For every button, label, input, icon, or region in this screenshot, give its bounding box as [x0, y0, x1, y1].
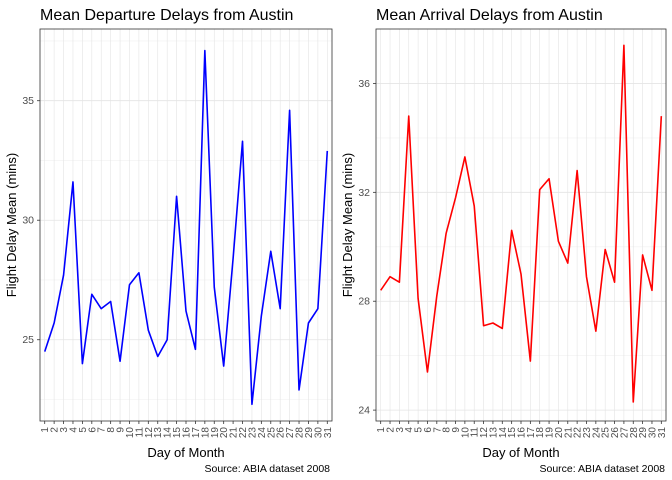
x-axis-label: Day of Month: [147, 445, 224, 460]
x-tick-label: 3: [59, 427, 70, 433]
arrival-chart: Mean Arrival Delays from Austin 24283236…: [340, 7, 668, 475]
x-tick-label: 6: [423, 427, 434, 433]
x-tick-label: 6: [87, 427, 98, 433]
x-tick-label: 5: [414, 427, 425, 433]
x-tick-label: 10: [460, 427, 471, 439]
x-tick-label: 29: [638, 427, 649, 439]
x-tick-label: 8: [442, 427, 453, 433]
x-tick-label: 1: [376, 427, 387, 433]
x-tick-label: 16: [182, 427, 193, 439]
x-tick-label: 21: [563, 427, 574, 439]
x-tick-label: 31: [323, 427, 334, 439]
x-tick-label: 23: [582, 427, 593, 439]
y-tick-label: 36: [358, 78, 370, 90]
y-tick-label: 28: [358, 296, 370, 308]
x-tick-label: 10: [125, 427, 136, 439]
x-tick-label: 27: [285, 427, 296, 439]
x-tick-label: 2: [386, 427, 397, 433]
x-tick-label: 7: [432, 427, 443, 433]
x-tick-label: 12: [479, 427, 490, 439]
x-tick-label: 17: [191, 427, 202, 439]
x-tick-label: 18: [535, 427, 546, 439]
chart-title: Mean Arrival Delays from Austin: [376, 7, 603, 24]
x-tick-label: 19: [545, 427, 556, 439]
departure-delay-line: [43, 49, 329, 406]
x-tick-label: 11: [134, 427, 145, 438]
x-tick-label: 24: [257, 427, 268, 439]
departure-chart: Mean Departure Delays from Austin 253035…: [4, 7, 334, 475]
x-tick-label: 8: [106, 427, 117, 433]
x-tick-label: 25: [266, 427, 277, 439]
chart-title: Mean Departure Delays from Austin: [40, 7, 293, 24]
x-tick-label: 4: [68, 427, 79, 433]
x-tick-label: 28: [295, 427, 306, 439]
x-tick-label: 23: [247, 427, 258, 439]
chart-caption: Source: ABIA dataset 2008: [204, 463, 330, 475]
x-tick-label: 3: [395, 427, 406, 433]
y-tick-label: 24: [358, 405, 370, 417]
x-tick-label: 2: [50, 427, 61, 433]
x-tick-label: 16: [517, 427, 528, 439]
x-tick-label: 29: [304, 427, 315, 439]
x-tick-label: 11: [470, 427, 481, 438]
x-tick-label: 18: [200, 427, 211, 439]
x-tick-label: 20: [219, 427, 230, 439]
x-tick-label: 19: [210, 427, 221, 439]
x-tick-label: 31: [657, 427, 668, 439]
x-axis-label: Day of Month: [482, 445, 559, 460]
x-tick-label: 30: [313, 427, 324, 439]
x-tick-label: 17: [526, 427, 537, 439]
x-tick-label: 14: [163, 427, 174, 439]
x-tick-label: 5: [78, 427, 89, 433]
x-tick-label: 9: [116, 427, 127, 433]
x-tick-label: 27: [619, 427, 630, 439]
x-tick-label: 30: [647, 427, 658, 439]
x-tick-label: 26: [276, 427, 287, 439]
y-tick-label: 25: [22, 334, 34, 346]
x-tick-label: 24: [591, 427, 602, 439]
x-tick-label: 4: [404, 427, 415, 433]
x-tick-label: 13: [488, 427, 499, 439]
x-tick-label: 26: [610, 427, 621, 439]
x-tick-label: 22: [573, 427, 584, 439]
x-tick-label: 13: [153, 427, 164, 439]
x-tick-label: 15: [172, 427, 183, 439]
chart-caption: Source: ABIA dataset 2008: [539, 463, 665, 475]
x-tick-label: 12: [144, 427, 155, 439]
y-tick-label: 30: [22, 215, 34, 227]
x-tick-label: 22: [238, 427, 249, 439]
x-tick-label: 9: [451, 427, 462, 433]
y-tick-label: 35: [22, 95, 34, 107]
x-tick-label: 25: [601, 427, 612, 439]
x-tick-label: 20: [554, 427, 565, 439]
y-axis-label: Flight Delay Mean (mins): [340, 153, 355, 298]
x-tick-label: 15: [507, 427, 518, 439]
y-axis-label: Flight Delay Mean (mins): [4, 153, 19, 298]
x-tick-label: 14: [498, 427, 509, 439]
arrival-delay-line: [380, 44, 663, 403]
y-tick-label: 32: [358, 187, 370, 199]
x-tick-label: 21: [229, 427, 240, 439]
x-tick-label: 7: [97, 427, 108, 433]
x-tick-label: 28: [629, 427, 640, 439]
x-tick-label: 1: [40, 427, 51, 433]
